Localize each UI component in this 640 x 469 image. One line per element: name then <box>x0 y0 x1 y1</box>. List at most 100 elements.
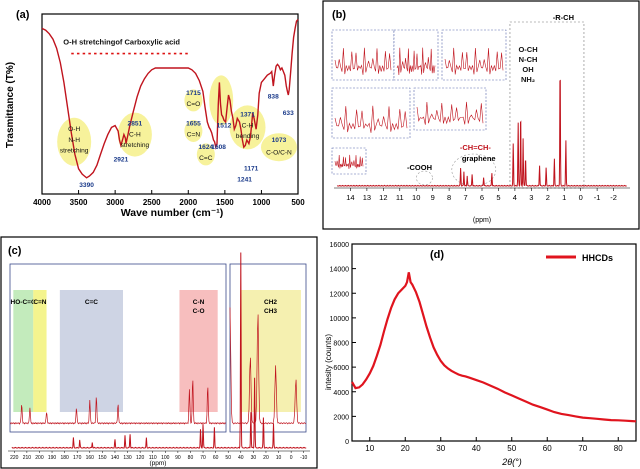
ftir-annotation: 1241 <box>237 176 252 183</box>
ftir-annotation: bending <box>236 133 260 140</box>
c-nmr-region-box <box>179 290 218 412</box>
h-nmr-annotation: N-CH <box>519 55 538 64</box>
c-nmr-x-tick-label: 220 <box>10 455 19 461</box>
h-nmr-x-tick-label: 14 <box>346 193 354 202</box>
ftir-chart: O-H stretchingof Carboxylic acid O-H N-H s… <box>5 9 305 219</box>
h-nmr-x-tick-label: 11 <box>396 193 404 202</box>
ftir-highlight-blob <box>196 143 215 166</box>
c-nmr-x-tick-label: 210 <box>23 455 32 461</box>
ftir-highlight-blob <box>184 120 203 142</box>
ftir-x-tick-label: 1500 <box>216 198 234 207</box>
h-nmr-inset-trace <box>416 101 484 125</box>
h-nmr-inset-trace <box>396 47 436 76</box>
ftir-y-axis-label: Trasmittance (T%) <box>5 62 16 148</box>
h-nmr-x-tick-label: 2 <box>546 193 550 202</box>
xrd-x-tick-label: 80 <box>614 444 623 453</box>
ftir-annotation: C-H <box>242 122 254 129</box>
xrd-panel: 10 20 30 40 50 60 70 80 0 2000 4000 6000 8000 10000 12… <box>322 236 640 469</box>
h-nmr-annotation: OH <box>522 65 533 74</box>
ftir-annotations: O-H N-H stretching 3390 2921 2851 C-H stretchin… <box>60 90 294 189</box>
c-nmr-x-tick-label: 60 <box>213 455 219 461</box>
h-nmr-x-tick-label: 4 <box>513 193 517 202</box>
ftir-x-tick-label: 1000 <box>253 198 271 207</box>
c-nmr-x-ticks: 220 210 200 190 180 170 160 150 140 130 120 110 100 9… <box>8 450 310 461</box>
ftir-highlights <box>57 75 297 166</box>
h-nmr-x-tick-label: 6 <box>480 193 484 202</box>
c-nmr-x-tick-label: -10 <box>300 455 307 461</box>
c-nmr-x-tick-label: 180 <box>60 455 69 461</box>
xrd-x-tick-label: 50 <box>507 444 516 453</box>
ftir-annotation: 2921 <box>114 157 129 164</box>
h-nmr-x-tick-label: 5 <box>496 193 500 202</box>
ftir-annotation: stretching <box>60 148 89 155</box>
h-nmr-x-tick-label: 0 <box>579 193 583 202</box>
h-nmr-insets <box>331 21 585 189</box>
h-nmr-x-tick-label: -1 <box>594 193 601 202</box>
h-nmr-x-tick-label: 1 <box>562 193 566 202</box>
h-nmr-cooh-ellipse <box>416 170 433 186</box>
ftir-annotation: 2851 <box>128 121 143 128</box>
xrd-y-tick-label: 14000 <box>330 267 350 274</box>
xrd-x-tick-label: 40 <box>472 444 481 453</box>
ftir-annotation: 1608 <box>211 144 226 151</box>
ftir-highlight-blob <box>117 112 152 157</box>
h-nmr-annotation: O-CH <box>518 45 537 54</box>
h-nmr-inset-trace <box>334 47 392 75</box>
ftir-x-ticks: 4000 3500 3000 2500 2000 1500 1000 500 <box>33 190 305 207</box>
ftir-spectrum-line <box>41 18 299 179</box>
h-nmr-x-tick-label: 9 <box>431 193 435 202</box>
ftir-annotation: 838 <box>268 94 279 101</box>
c-nmr-x-axis-label: (ppm) <box>150 460 167 467</box>
c-nmr-x-tick-label: 70 <box>200 455 206 461</box>
h-nmr-annotation: NH₂ <box>521 75 535 84</box>
c-nmr-inset-trace <box>9 380 226 425</box>
h-nmr-annotation: -R-CH <box>553 13 574 22</box>
ftir-annotation: 633 <box>283 110 294 117</box>
h-nmr-inset-box <box>413 87 487 131</box>
c-nmr-region-label: CH2 <box>264 299 277 306</box>
c-nmr-x-tick-label: 160 <box>86 455 95 461</box>
ftir-annotation: 1371 <box>240 112 255 119</box>
c-nmr-x-tick-label: 90 <box>175 455 181 461</box>
xrd-y-tick-label: 8000 <box>333 341 349 348</box>
panel-label-a: (a) <box>16 9 30 21</box>
ftir-annotation: C=N <box>187 131 201 138</box>
c-nmr-x-tick-label: 10 <box>276 455 282 461</box>
xrd-x-axis-label: 2θ(°) <box>501 457 521 467</box>
xrd-x-tick-label: 10 <box>365 444 374 453</box>
c-nmr-x-tick-label: 170 <box>73 455 82 461</box>
ftir-annotation: 1715 <box>186 90 201 97</box>
c-nmr-x-tick-label: 50 <box>225 455 231 461</box>
h-nmr-x-tick-label: 13 <box>363 193 371 202</box>
ftir-oh-reference-label: O-H stretchingof Carboxylic acid <box>63 38 180 47</box>
h-nmr-x-tick-label: 8 <box>447 193 451 202</box>
xrd-y-tick-label: 16000 <box>330 242 350 249</box>
xrd-y-axis-label: intesity (counts) <box>324 334 333 390</box>
xrd-x-tick-label: 70 <box>578 444 587 453</box>
xrd-y-tick-label: 2000 <box>333 414 349 421</box>
c-nmr-region-label: C-O <box>193 308 205 315</box>
c-nmr-x-tick-label: 110 <box>149 455 157 461</box>
c-nmr-x-tick-label: 30 <box>251 455 257 461</box>
c-nmr-region-label: CH3 <box>264 308 277 315</box>
c-nmr-region-label: C=N <box>33 299 46 306</box>
ftir-annotation: 3390 <box>79 182 94 189</box>
xrd-y-tick-label: 12000 <box>330 291 350 298</box>
c-nmr-panel: (c) HO-C=O C=N C=C C-N C-O CH2 CH3 220 210 200 19… <box>0 236 318 469</box>
ftir-x-tick-label: 4000 <box>33 198 51 207</box>
ftir-plot-frame <box>41 13 299 195</box>
h-nmr-annotation: -COOH <box>407 163 432 172</box>
ftir-annotation: N-H <box>68 137 80 144</box>
ftir-x-tick-label: 3500 <box>70 198 88 207</box>
c-nmr-x-tick-label: 190 <box>48 455 57 461</box>
panel-label-c: (c) <box>8 245 22 257</box>
h-nmr-x-tick-label: 3 <box>529 193 533 202</box>
h-nmr-x-tick-label: 7 <box>463 193 467 202</box>
xrd-pattern-line <box>351 272 637 423</box>
c-nmr-region-label: C=C <box>85 299 98 306</box>
xrd-y-tick-label: 10000 <box>330 316 350 323</box>
c-nmr-region-box <box>13 290 34 412</box>
ftir-annotation: 1171 <box>244 166 259 173</box>
c-nmr-region-label: C-N <box>193 299 205 306</box>
